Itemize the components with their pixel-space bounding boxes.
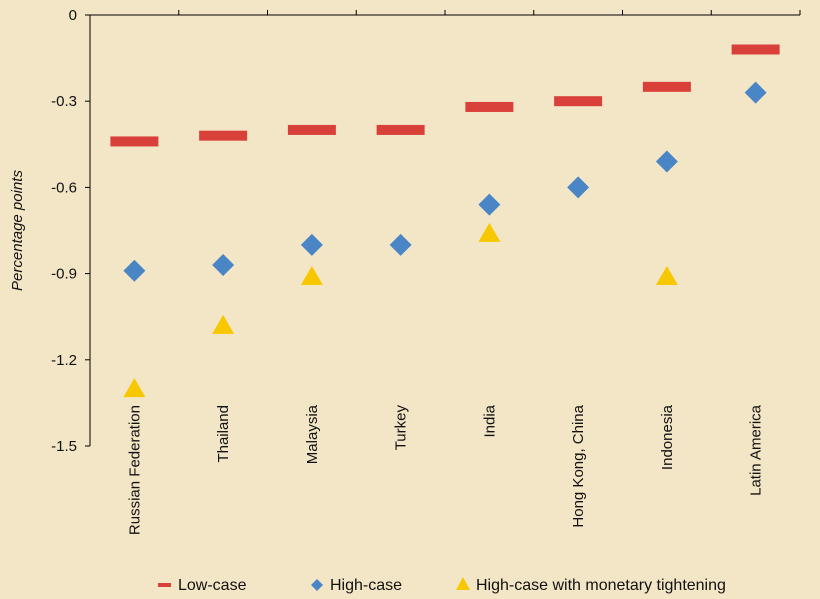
y-axis-label: Percentage points (9, 170, 26, 291)
category-label: Indonesia (659, 404, 676, 470)
y-tick-label: -1.2 (51, 352, 77, 369)
legend-triangle-swatch (456, 577, 470, 590)
high-case-marker (123, 259, 146, 282)
y-tick-label: -0.9 (51, 266, 77, 283)
high-case-tightening-marker (300, 266, 323, 286)
low-case-marker (287, 124, 336, 135)
legend: Low-case High-case High-case with monetary… (158, 577, 726, 594)
high-case-tightening-marker (655, 266, 678, 286)
high-case-tightening-marker (478, 222, 501, 242)
low-case-marker (731, 44, 780, 55)
data-marks (110, 44, 780, 398)
category-label: Turkey (393, 405, 410, 451)
high-case-marker (478, 193, 501, 216)
legend-dash-swatch (158, 583, 171, 587)
category-label: Hong Kong, China (570, 404, 587, 527)
category-label: Malaysia (304, 404, 321, 464)
legend-high-case: High-case (330, 577, 402, 594)
y-ticks: 0 -0.3 -0.6 -0.9 -1.2 -1.5 (51, 7, 90, 455)
low-case-marker (642, 81, 691, 92)
legend-high-case-tightening: High-case with monetary tightening (476, 577, 726, 594)
legend-diamond-swatch (311, 579, 323, 591)
high-case-tightening-marker (123, 378, 146, 398)
y-tick-label: -1.5 (51, 438, 77, 455)
y-tick-label: 0 (69, 7, 77, 24)
low-case-marker (376, 124, 425, 135)
high-case-marker (389, 233, 412, 256)
y-tick-label: -0.6 (51, 179, 77, 196)
high-case-marker (300, 233, 323, 256)
high-case-marker (212, 253, 235, 276)
category-label: Latin America (748, 404, 765, 496)
high-case-marker (744, 81, 767, 104)
low-case-marker (110, 136, 159, 147)
high-case-marker (655, 150, 678, 173)
category-label: India (481, 404, 498, 437)
y-tick-label: -0.3 (51, 93, 77, 110)
high-case-marker (567, 176, 590, 199)
category-label: Thailand (215, 405, 232, 463)
low-case-marker (554, 96, 603, 107)
category-label: Russian Federation (126, 405, 143, 535)
low-case-marker (199, 130, 248, 141)
legend-low-case: Low-case (178, 577, 247, 594)
category-labels: Russian Federation Thailand Malaysia Turkey… (126, 404, 764, 535)
axes (89, 10, 801, 446)
high-case-tightening-marker (212, 314, 235, 334)
low-case-marker (465, 101, 514, 112)
